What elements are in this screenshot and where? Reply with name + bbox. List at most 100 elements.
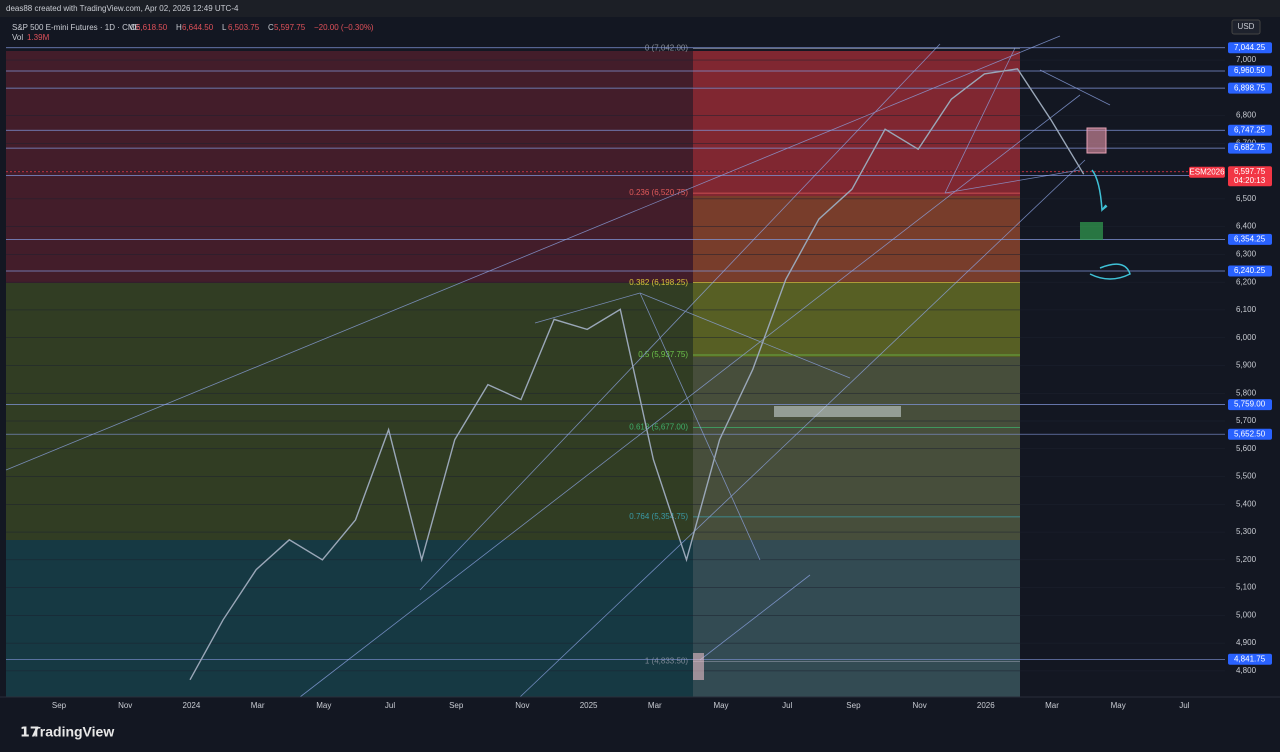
box [774,406,901,417]
box [693,653,704,680]
level-tag-label: 4,841.75 [1234,654,1266,663]
symbol: S&P 500 E-mini Futures · 1D · CME [12,23,140,32]
x-tick-label: Sep [846,701,861,710]
symbol-tag [1189,166,1225,178]
y-tick-label: 4,900 [1236,638,1257,647]
price-line [189,68,1085,681]
x-tick-label: Jul [782,701,792,710]
y-tick-label: 5,900 [1236,361,1257,370]
x-tick-label: 2024 [183,701,201,710]
brand: 𝟭𝟳 [20,724,39,740]
ohlc-value: 5,597.75 [274,23,306,32]
ohlc-key: H [176,23,182,32]
ohlc-value: 6,644.50 [182,23,214,32]
x-tick-label: Sep [449,701,464,710]
x-tick-label: 2026 [977,701,995,710]
y-tick-label: 6,800 [1236,111,1257,120]
y-tick-label: 5,000 [1236,610,1257,619]
x-tick-label: Nov [912,701,926,710]
x-tick-label: Mar [251,701,265,710]
y-tick-label: 5,100 [1236,583,1257,592]
y-tick-label: 5,300 [1236,527,1257,536]
y-tick-label: 5,600 [1236,444,1257,453]
x-tick-label: Mar [1045,701,1059,710]
ohlc-key: C [268,23,274,32]
current-price-tag [1228,166,1272,187]
x-tick-label: 2025 [580,701,598,710]
grid [6,59,1225,672]
ohlc-key: L [222,23,227,32]
currency: USD [1238,22,1255,31]
y-tick-label: 5,400 [1236,499,1257,508]
current-price-label: 6,597.75 [1234,167,1266,176]
level-tag-label: 6,240.25 [1234,266,1266,275]
level-tag-label: 6,682.75 [1234,143,1266,152]
y-tick-label: 6,400 [1236,222,1257,231]
y-tick-label: 6,300 [1236,250,1257,259]
level-tag-label: 6,960.50 [1234,66,1266,75]
symbol-tag-label: ESM2026 [1189,167,1225,176]
x-tick-label: Nov [118,701,132,710]
box [1086,127,1107,154]
level-tag [1228,42,1272,54]
y-tick-label: 5,500 [1236,472,1257,481]
ohlc-key: O [130,23,136,32]
fib-label: 0.618 (5,677.00) [629,422,688,431]
y-tick-label: 6,100 [1236,305,1257,314]
level-tag [1228,233,1272,245]
level-tag-label: 5,759.00 [1234,400,1266,409]
x-tick-label: Mar [648,701,662,710]
level-tag-label: 6,747.25 [1234,125,1266,134]
x-tick-label: May [316,701,331,710]
y-tick-label: 6,200 [1236,277,1257,286]
level-tag [1228,142,1272,154]
arrow [1091,169,1108,212]
price [189,68,1085,681]
zone [6,51,1020,283]
volume-label: Vol [12,33,23,42]
level-tag [1228,124,1272,136]
y-tick-label: 5,700 [1236,416,1257,425]
level-tag [1228,82,1272,94]
x-tick-label: May [713,701,728,710]
level-tag-label: 5,652.50 [1234,429,1266,438]
x-tick-label: Sep [52,701,67,710]
x-tick-label: Nov [515,701,529,710]
zone [693,283,1020,357]
credit: deas88 created with TradingView.com, Apr… [6,4,239,13]
ohlc: O 6,618.50 H 6,644.50 L 6,503.75 C 5,597.75 −20.… [130,23,374,32]
countdown: 04:20:13 [1234,176,1266,185]
y-tick-label: 5,200 [1236,555,1257,564]
fib-label: 0.236 (6,520.75) [629,188,688,197]
y-tick-label: 4,800 [1236,666,1257,675]
x-tick-label: Jul [1179,701,1189,710]
ohlc-value: 6,503.75 [228,23,260,32]
level-tag [1228,653,1272,665]
box [1080,222,1103,240]
axis: 4,800 4,900 5,000 5,100 5,200 5,300 5,400 5,500… [52,42,1272,710]
fib-label: 0.5 (5,937.75) [638,350,688,359]
fib-label: 0.764 (5,354.75) [629,512,688,521]
currency-box [1231,19,1261,35]
y-tick-label: 7,000 [1236,55,1257,64]
ellipse-mark [1089,263,1131,280]
level-tag-label: 6,898.75 [1234,83,1266,92]
y-tick-label: 6,500 [1236,194,1257,203]
brand-name: TradingView [32,724,114,740]
y-tick-label: 5,800 [1236,388,1257,397]
y-tick-label: 6,000 [1236,333,1257,342]
levels: 0 (7,042.00)0.236 (6,520.75)0.382 (6,198… [6,43,1225,666]
level-tag [1228,428,1272,440]
fib-label: 0.382 (6,198.25) [629,278,688,287]
trend-lines [5,35,1111,698]
level-tag [1228,65,1272,77]
level-tag [1228,399,1272,411]
x-tick-label: May [1111,701,1126,710]
volume: 1.39M [27,33,50,42]
top-bar [0,0,1280,17]
level-tag [1228,265,1272,277]
level-tag-label: 6,354.25 [1234,234,1266,243]
